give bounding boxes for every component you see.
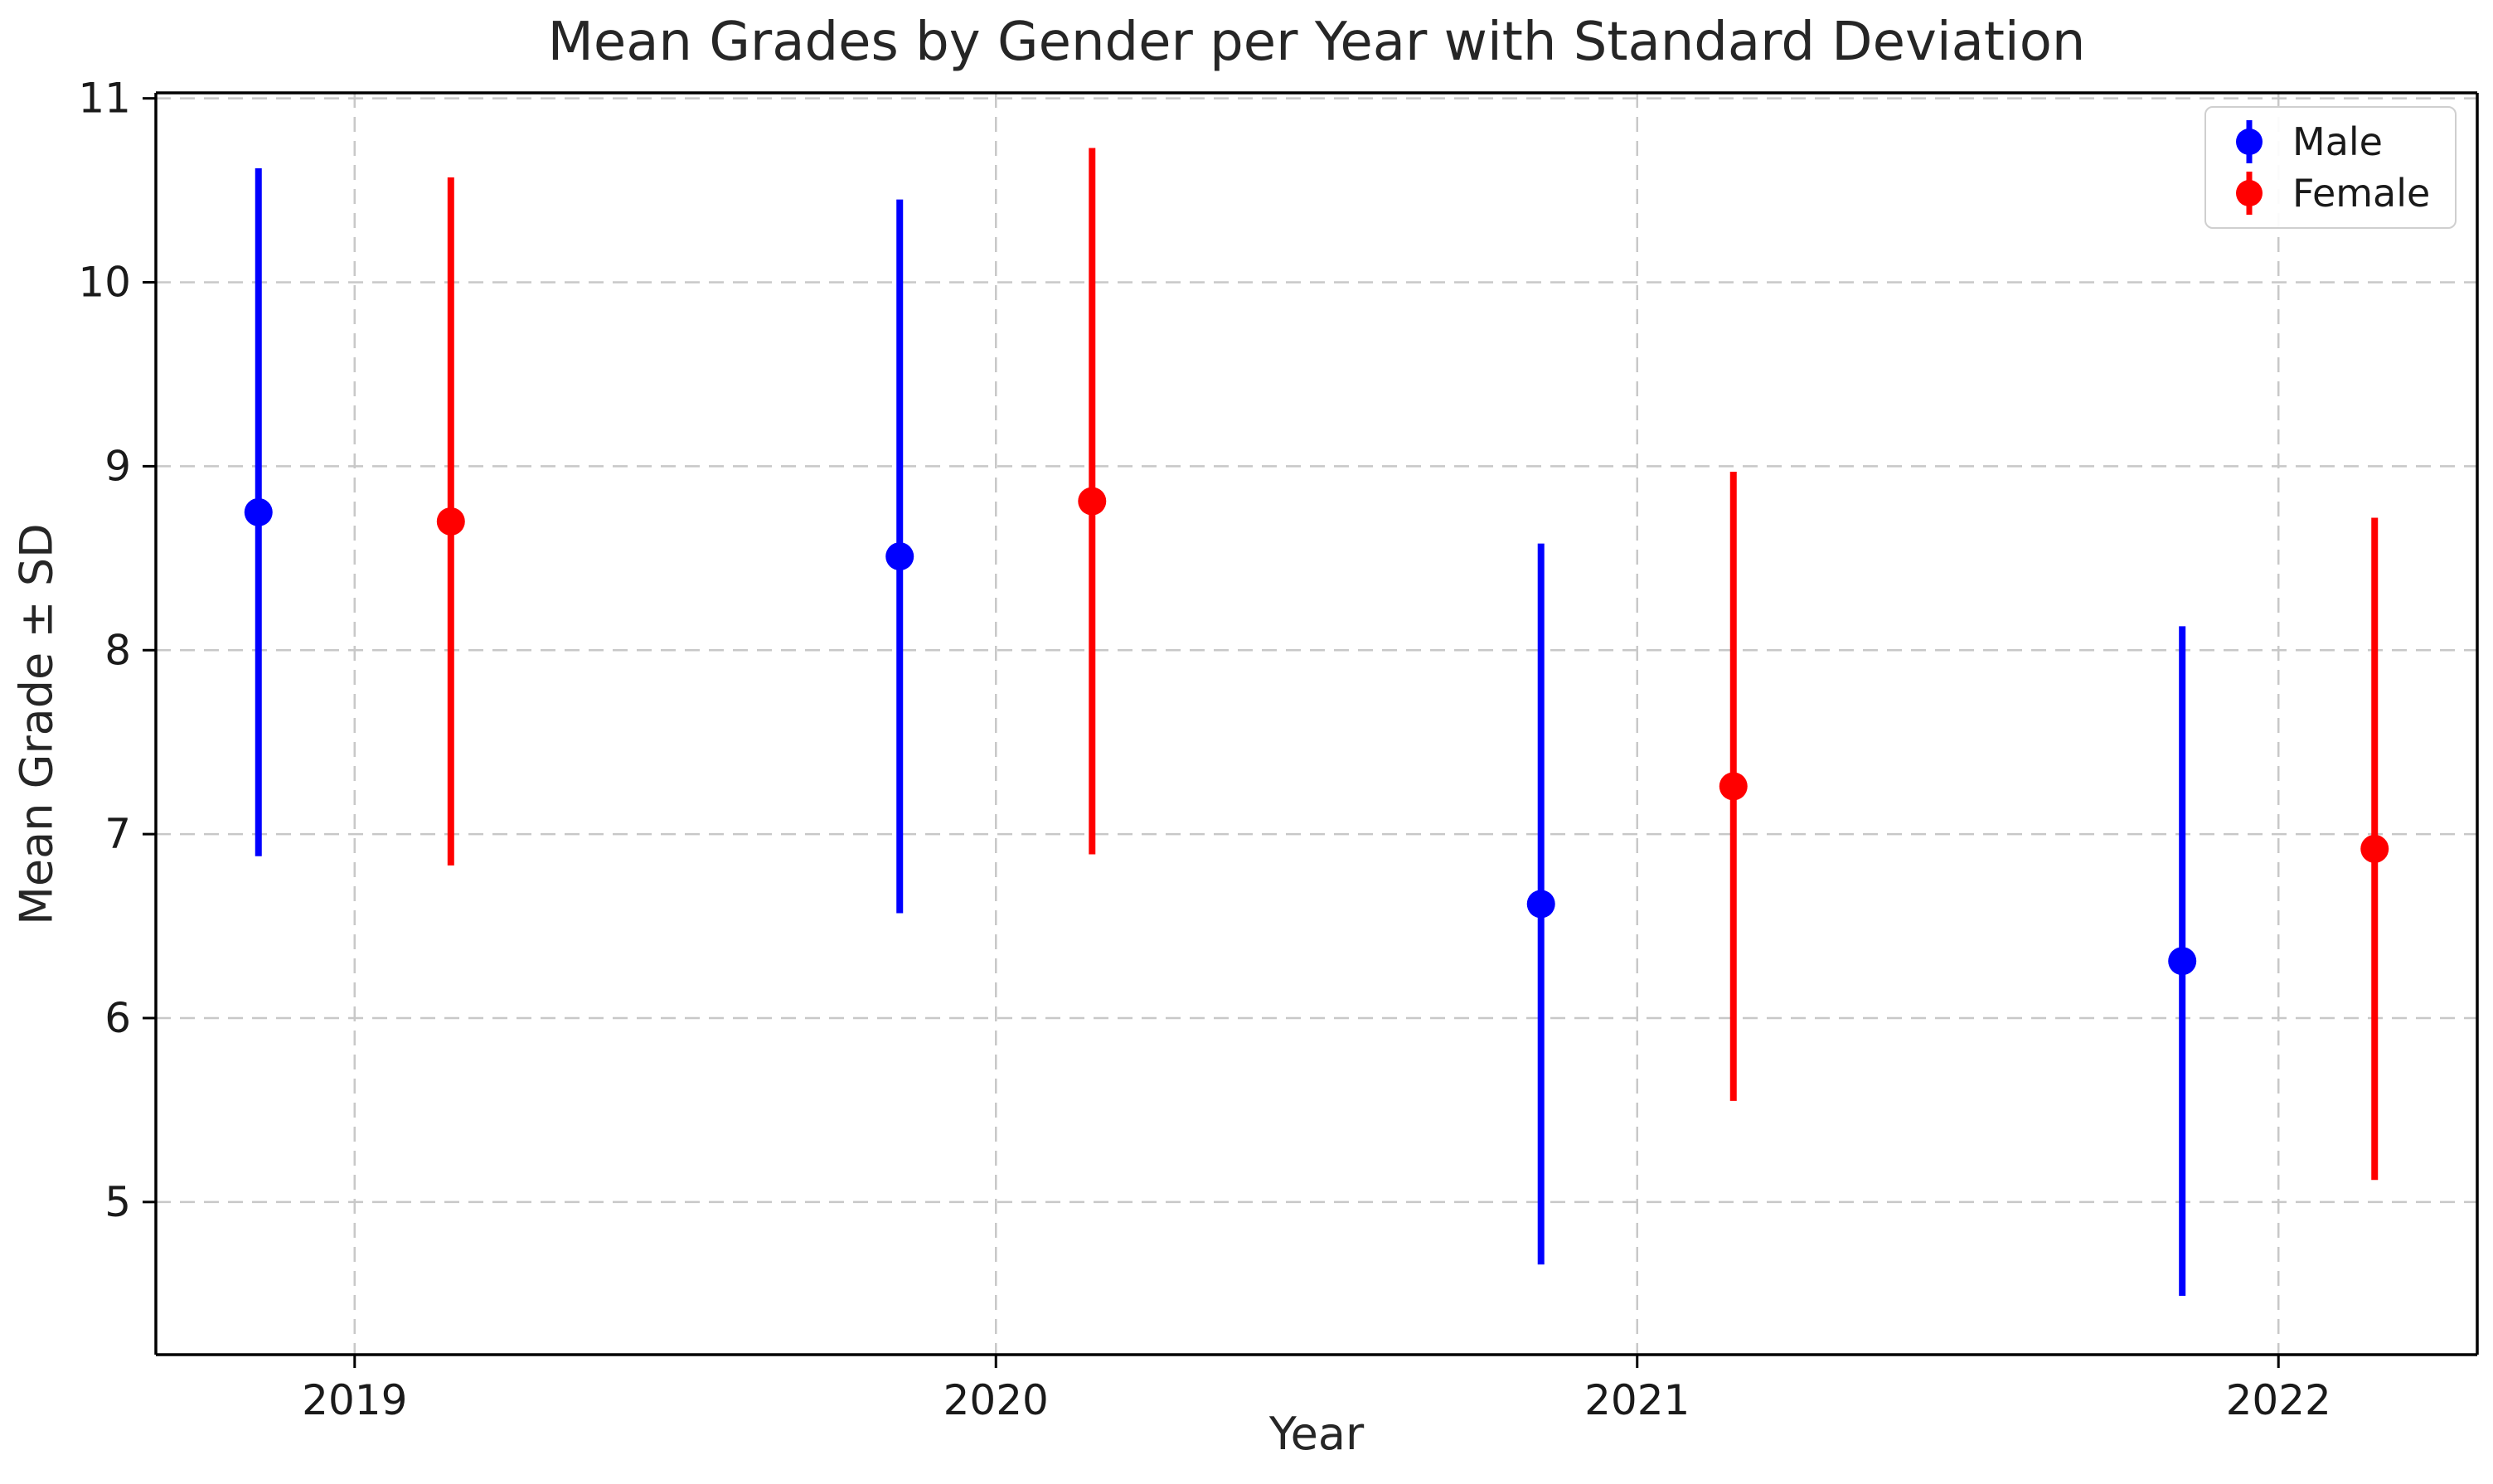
y-tick-label-6: 6 xyxy=(104,994,131,1042)
female-legend-marker-dot xyxy=(2236,180,2263,206)
male-legend-marker-dot xyxy=(2236,129,2263,155)
chart-title: Mean Grades by Gender per Year with Stan… xyxy=(547,12,2086,73)
marker-female-2020 xyxy=(1078,487,1107,516)
legend-box: Male Female xyxy=(2204,106,2457,229)
marker-male-2022 xyxy=(2168,947,2197,976)
y-tick-label-11: 11 xyxy=(78,75,131,123)
marker-male-2019 xyxy=(244,497,273,526)
x-tick-label-2021: 2021 xyxy=(1584,1376,1690,1424)
male-errorbar-marker-icon xyxy=(2236,120,2263,163)
y-tick-label-8: 8 xyxy=(104,626,131,674)
marker-male-2021 xyxy=(1526,890,1555,919)
x-tick-label-2020: 2020 xyxy=(943,1376,1049,1424)
female-errorbar-marker-icon xyxy=(2236,172,2263,215)
y-tick-label-10: 10 xyxy=(78,259,131,307)
marker-female-2019 xyxy=(436,507,465,536)
x-axis-label: Year xyxy=(1268,1408,1365,1460)
legend-label-female: Female xyxy=(2292,171,2431,216)
marker-female-2022 xyxy=(2360,834,2389,863)
y-tick-label-9: 9 xyxy=(104,442,131,490)
legend-item-male: Male xyxy=(2206,116,2455,167)
marker-male-2020 xyxy=(885,542,914,571)
y-axis-label-text: Mean Grade ± SD xyxy=(10,522,63,925)
y-tick-label-7: 7 xyxy=(104,810,131,858)
y-tick-label-5: 5 xyxy=(104,1178,131,1226)
legend-label-male: Male xyxy=(2292,119,2383,164)
marker-female-2021 xyxy=(1719,772,1748,801)
x-tick-label-2022: 2022 xyxy=(2226,1376,2331,1424)
legend-item-female: Female xyxy=(2206,167,2455,219)
x-tick-label-2019: 2019 xyxy=(302,1376,407,1424)
